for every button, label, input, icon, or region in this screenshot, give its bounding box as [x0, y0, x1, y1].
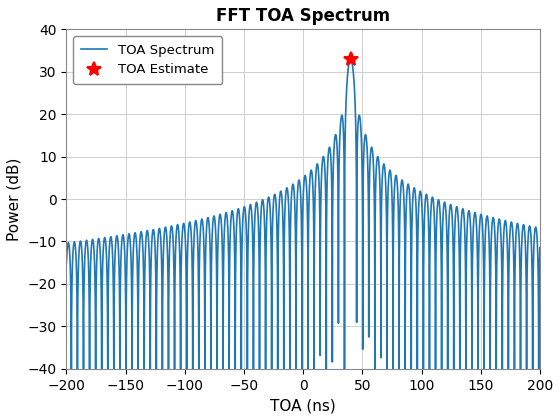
TOA Spectrum — [181, 224, 188, 229]
TOA Spectrum — [402, 242, 409, 247]
TOA Spectrum — [506, 247, 512, 252]
TOA Spectrum — [536, 245, 543, 250]
TOA Spectrum — [349, 66, 356, 71]
TOA Spectrum — [287, 228, 294, 233]
TOA Spectrum — [347, 56, 354, 61]
TOA Spectrum — [63, 260, 70, 265]
Y-axis label: Power (dB): Power (dB) — [7, 158, 22, 241]
TOA Spectrum — [367, 152, 374, 157]
Line: TOA Spectrum: TOA Spectrum — [67, 59, 540, 377]
TOA Spectrum — [68, 375, 74, 380]
X-axis label: TOA (ns): TOA (ns) — [270, 398, 336, 413]
Title: FFT TOA Spectrum: FFT TOA Spectrum — [216, 7, 390, 25]
Legend: TOA Spectrum, TOA Estimate: TOA Spectrum, TOA Estimate — [73, 36, 222, 84]
